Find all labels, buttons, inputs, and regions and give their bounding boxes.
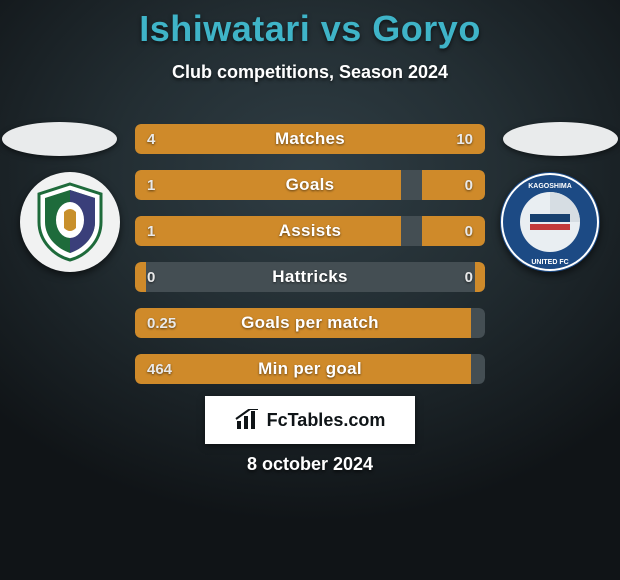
title-player-right: Goryo bbox=[372, 8, 481, 49]
page-title: Ishiwatari vs Goryo bbox=[0, 8, 620, 50]
stat-row: 10Assists bbox=[135, 216, 485, 246]
svg-text:KAGOSHIMA: KAGOSHIMA bbox=[528, 183, 572, 190]
stat-label: Goals bbox=[135, 170, 485, 200]
chart-icon bbox=[235, 409, 261, 431]
brand-badge[interactable]: FcTables.com bbox=[205, 396, 415, 444]
roundel-icon: KAGOSHIMA UNITED FC bbox=[500, 172, 600, 272]
stat-row: 00Hattricks bbox=[135, 262, 485, 292]
stat-label: Hattricks bbox=[135, 262, 485, 292]
title-player-left: Ishiwatari bbox=[139, 8, 310, 49]
club-badge-left bbox=[20, 172, 120, 272]
stat-label: Matches bbox=[135, 124, 485, 154]
subtitle: Club competitions, Season 2024 bbox=[0, 62, 620, 83]
title-vs: vs bbox=[310, 8, 372, 49]
stat-row: 410Matches bbox=[135, 124, 485, 154]
ellipse-right bbox=[503, 122, 618, 156]
stats-rows: 410Matches 10Goals 10Assists 00Hattricks 0.2… bbox=[135, 124, 485, 400]
stat-row: 0.25Goals per match bbox=[135, 308, 485, 338]
stat-label: Goals per match bbox=[135, 308, 485, 338]
svg-text:UNITED FC: UNITED FC bbox=[531, 259, 568, 266]
club-badge-right: KAGOSHIMA UNITED FC bbox=[500, 172, 600, 272]
stat-label: Assists bbox=[135, 216, 485, 246]
stat-label: Min per goal bbox=[135, 354, 485, 384]
brand-text: FcTables.com bbox=[267, 410, 386, 431]
shield-icon bbox=[35, 182, 105, 262]
date: 8 october 2024 bbox=[0, 454, 620, 475]
ellipse-left bbox=[2, 122, 117, 156]
stat-row: 464Min per goal bbox=[135, 354, 485, 384]
stat-row: 10Goals bbox=[135, 170, 485, 200]
